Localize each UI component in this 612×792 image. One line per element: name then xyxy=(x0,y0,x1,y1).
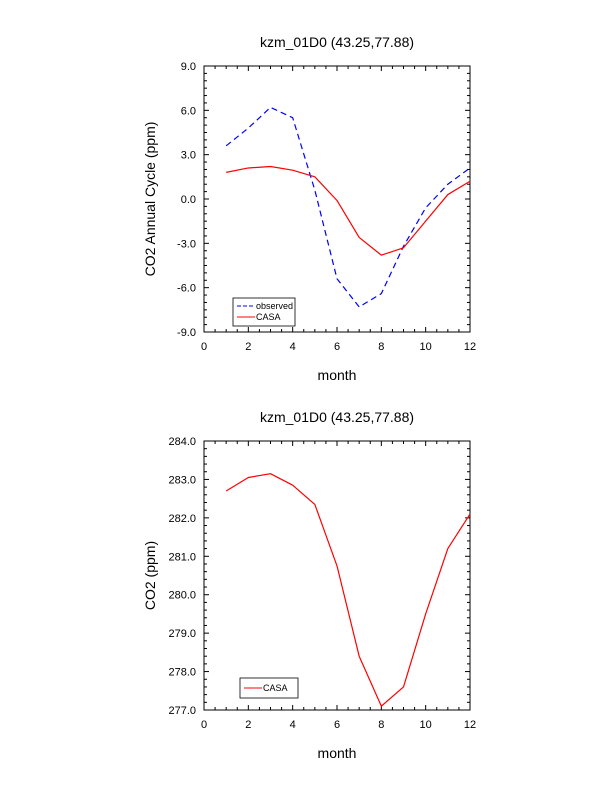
x-tick-label: 10 xyxy=(420,719,432,731)
y-tick-label: 279.0 xyxy=(168,628,196,640)
y-tick-label: 278.0 xyxy=(168,667,196,679)
y-tick-label: 280.0 xyxy=(168,590,196,602)
series-line-casa xyxy=(226,165,471,256)
series-line-casa xyxy=(225,473,471,707)
legend-box xyxy=(239,677,299,699)
chart-title: kzm_01D0 (43.25,77.88) xyxy=(260,34,414,50)
series-line-observed xyxy=(225,106,471,308)
y-axis-label: CO2 Annual Cycle (ppm) xyxy=(142,122,158,277)
x-tick-label: 4 xyxy=(290,719,296,731)
x-tick-label: 2 xyxy=(245,341,251,353)
x-tick-label: 8 xyxy=(378,341,384,353)
x-tick-label: 12 xyxy=(464,341,476,353)
x-tick-label: 0 xyxy=(201,719,207,731)
y-tick-label: 277.0 xyxy=(168,705,196,717)
y-tick-label: 9.0 xyxy=(181,61,196,73)
y-tick-label: 3.0 xyxy=(181,150,196,162)
chart-title: kzm_01D0 (43.25,77.88) xyxy=(260,409,414,425)
legend-label-observed: observed xyxy=(256,301,293,311)
x-tick-label: 10 xyxy=(420,341,432,353)
x-tick-label: 6 xyxy=(334,719,340,731)
bottom-chart-panel: kzm_01D0 (43.25,77.88) 0 2 4 6 8 10 12 277.0 278.… xyxy=(142,409,476,761)
y-tick-label: -3.0 xyxy=(177,238,196,250)
y-tick-label: 282.0 xyxy=(168,513,196,525)
y-axis-label: CO2 (ppm) xyxy=(142,541,158,610)
x-tick-label: 6 xyxy=(334,341,340,353)
y-tick-label: 281.0 xyxy=(168,551,196,563)
x-tick-label: 4 xyxy=(290,341,296,353)
y-tick-label: 6.0 xyxy=(181,105,196,117)
legend-box xyxy=(232,297,296,327)
x-axis-label: month xyxy=(318,367,357,383)
y-tick-label: -6.0 xyxy=(177,283,196,295)
y-tick-label: 0.0 xyxy=(181,194,196,206)
x-tick-label: 12 xyxy=(464,719,476,731)
y-tick-label: 283.0 xyxy=(168,474,196,486)
top-chart-panel: kzm_01D0 (43.25,77.88) 0 2 4 6 8 10 12 -9.0 -6.0 -… xyxy=(142,34,476,383)
y-tick-label: -9.0 xyxy=(177,327,196,339)
x-tick-label: 0 xyxy=(201,341,207,353)
y-tick-label: 284.0 xyxy=(168,436,196,448)
legend-label-casa: CASA xyxy=(256,312,281,322)
legend-label-casa: CASA xyxy=(263,683,288,693)
x-tick-label: 8 xyxy=(378,719,384,731)
x-axis-label: month xyxy=(318,745,357,761)
x-tick-label: 2 xyxy=(245,719,251,731)
